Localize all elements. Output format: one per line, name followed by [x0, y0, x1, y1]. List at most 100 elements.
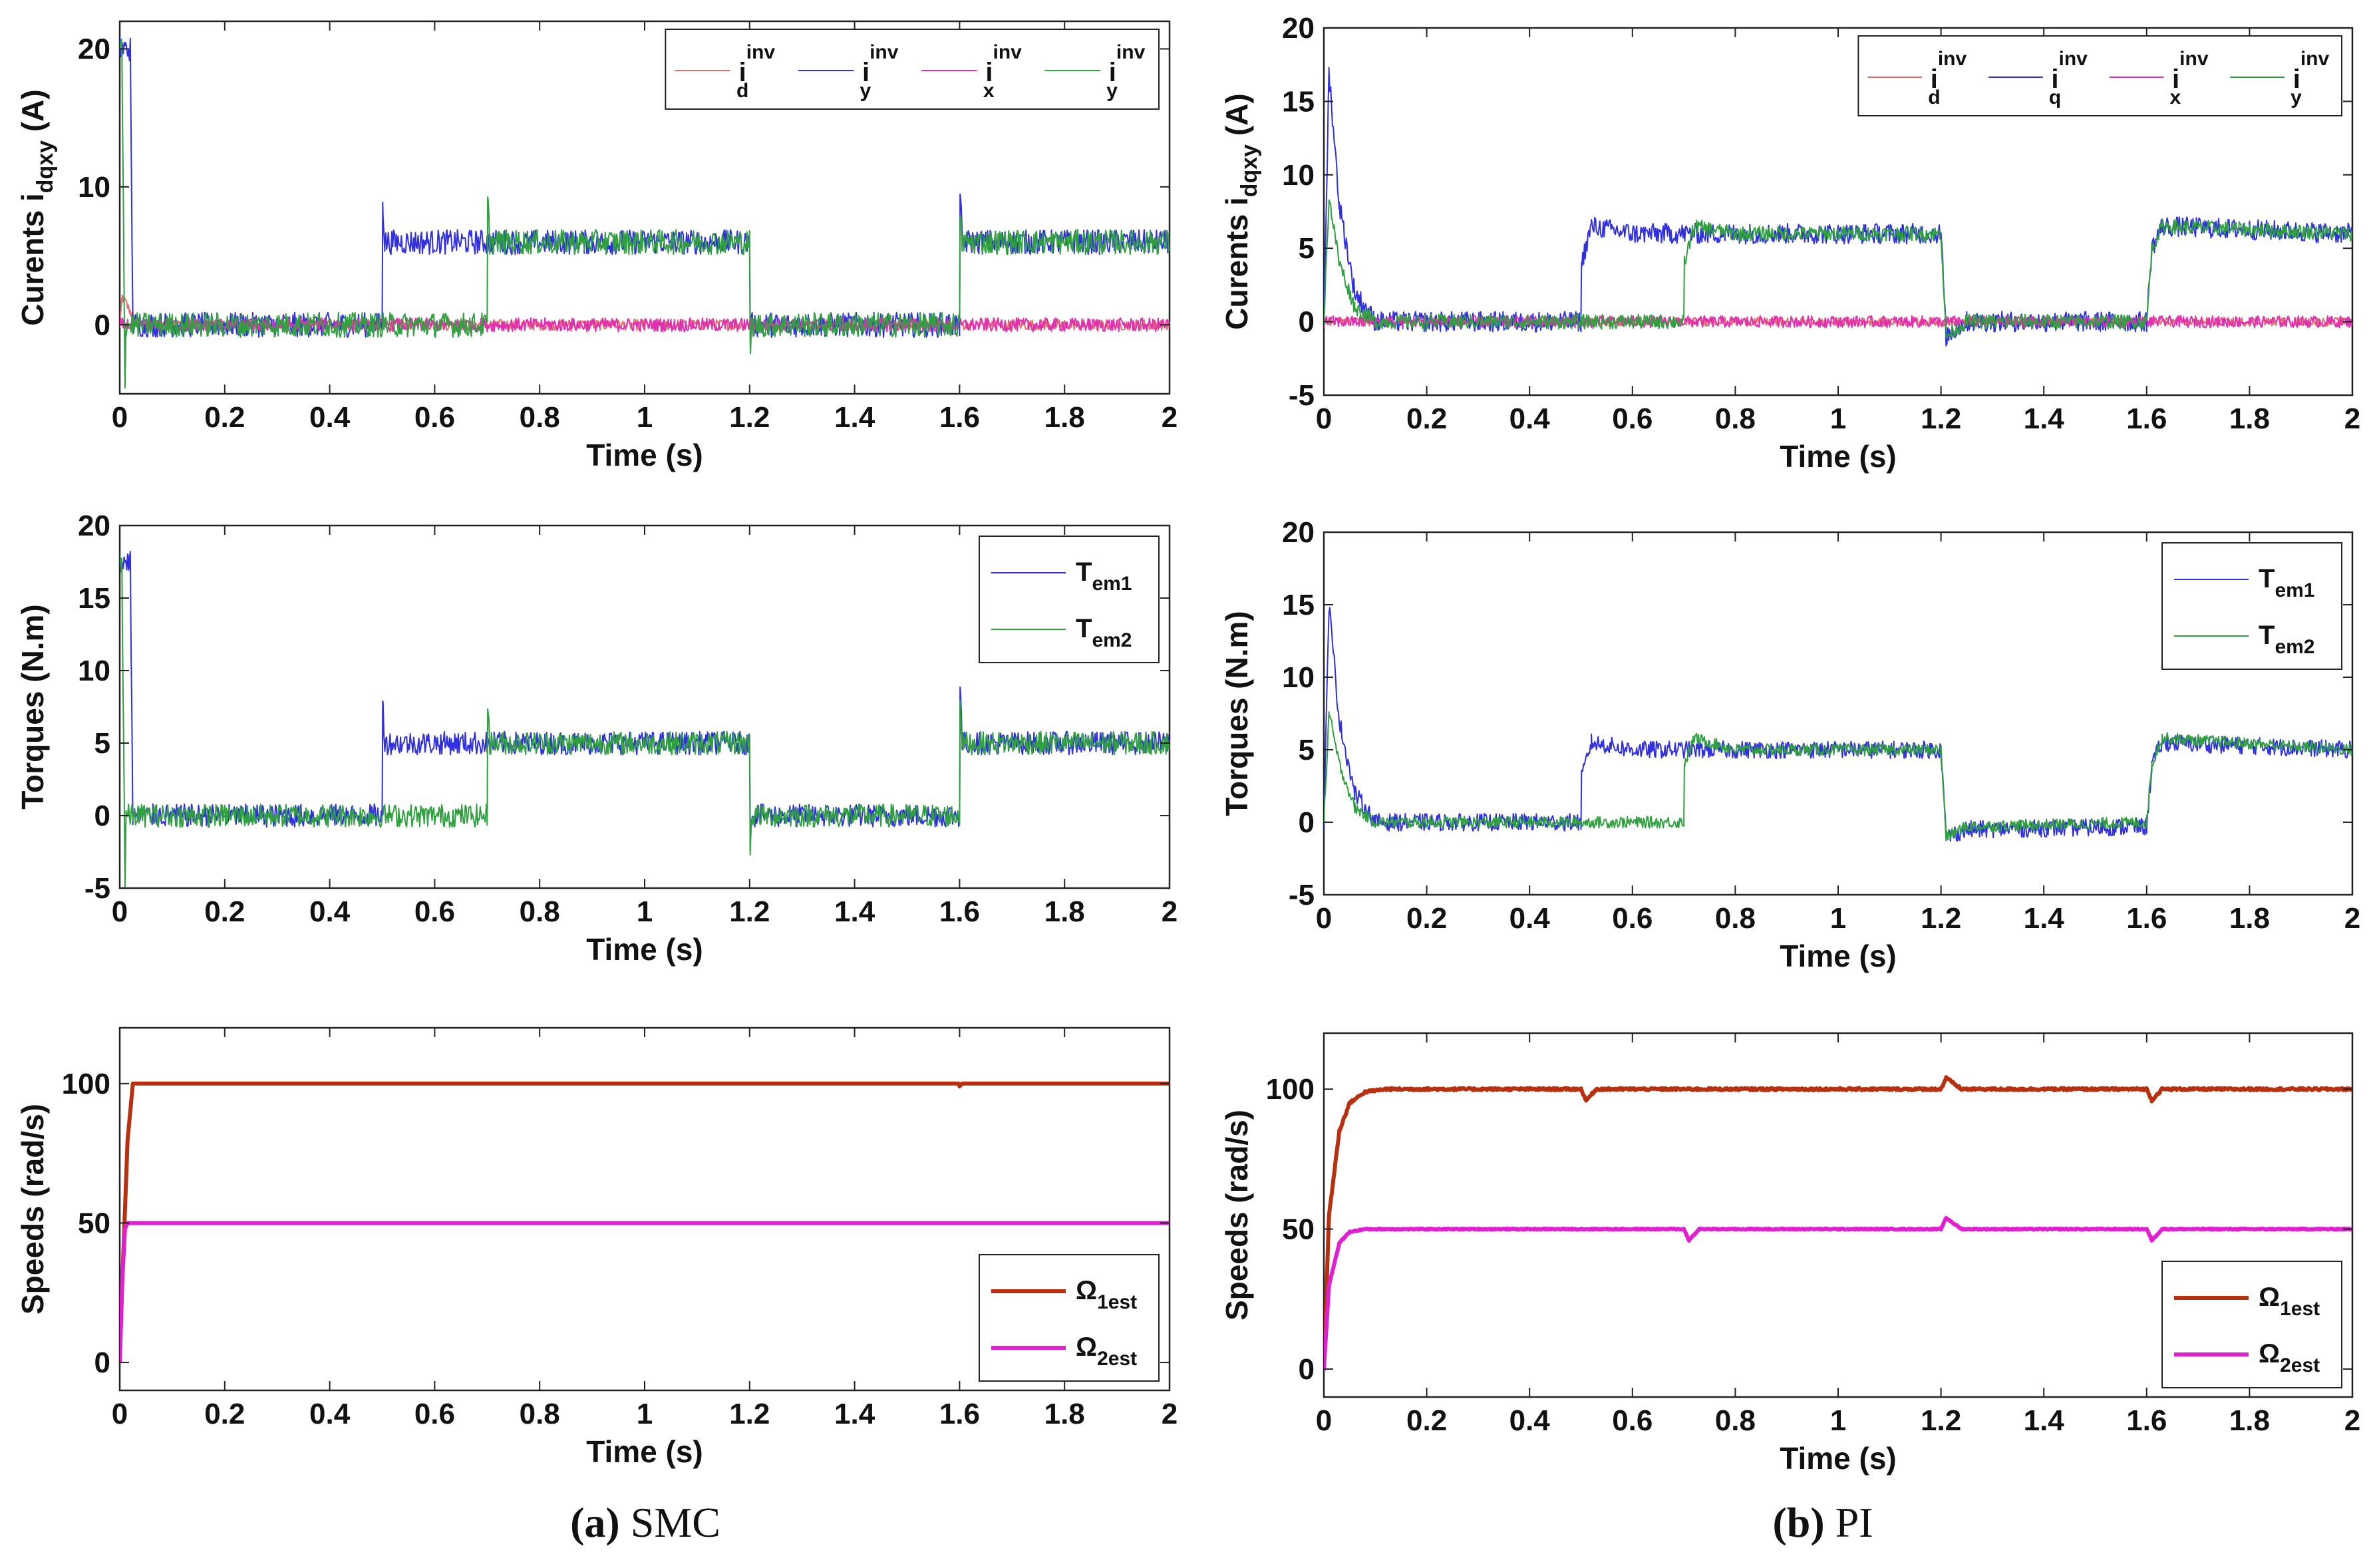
x-tick-label: 0.4 [309, 895, 351, 928]
legend-label: iinv q [2049, 48, 2088, 108]
x-axis-label: Time (s) [1780, 1441, 1897, 1476]
x-tick-label: 1.4 [834, 401, 875, 434]
legend-label-sub: y [860, 80, 871, 102]
x-axis-label: Time (s) [1780, 439, 1897, 474]
y-tick-label: 5 [1299, 232, 1315, 265]
legend-label: Tem1 [1076, 557, 1132, 595]
x-tick-label: 1.6 [939, 895, 980, 928]
y-axis-label-main: Curents i [1219, 197, 1254, 329]
y-tick-label: 20 [78, 33, 110, 65]
legend-box [2161, 1261, 2342, 1388]
legend-label-sub: x [2170, 86, 2181, 108]
caption-a: (a) SMC [570, 1499, 720, 1546]
x-tick-label: 1.4 [2024, 1404, 2065, 1437]
x-tick-label: 2 [1162, 1398, 1178, 1430]
caption-a-bold: (a) [570, 1499, 620, 1546]
y-tick-label: 10 [78, 171, 110, 204]
legend-label-main: i [862, 58, 869, 87]
x-tick-label: 1.8 [1044, 1398, 1085, 1430]
x-tick-label: 1.6 [939, 1398, 980, 1430]
y-tick-label: 15 [1282, 85, 1315, 118]
y-axis-label-main: Speeds (rad/s) [15, 1104, 50, 1315]
x-tick-label: 0 [112, 895, 128, 928]
legend-label-sup: inv [2059, 48, 2088, 70]
series-line-3 [1324, 199, 2352, 339]
y-tick-label: 20 [1282, 12, 1315, 45]
legend-label-sub: x [983, 80, 995, 102]
legend-label-main: i [985, 58, 993, 87]
x-tick-label: 1.6 [939, 401, 980, 434]
legend-label: iinv d [1928, 48, 1967, 108]
x-tick-label: 2 [2344, 902, 2360, 935]
x-tick-label: 0.6 [1612, 902, 1653, 935]
x-tick-label: 0 [112, 401, 128, 434]
y-tick-label: 0 [94, 1346, 110, 1379]
legend-label-main: T [1076, 614, 1092, 643]
y-tick-label: 0 [1299, 806, 1315, 839]
chart-b1: 0 0.2 0.4 0.6 0.8 1 1.2 1.4 1.6 1.8 2-505101520Tim… [1219, 12, 2360, 474]
legend-box [979, 1254, 1160, 1382]
y-axis-label-main: Curents i [15, 193, 50, 325]
y-tick-label: 10 [1282, 661, 1315, 694]
legend-label: iinv y [2291, 48, 2329, 108]
x-tick-label: 1.2 [729, 895, 770, 928]
legend-box [1857, 35, 2342, 116]
legend-label: Tem2 [1076, 614, 1132, 651]
x-tick-label: 1.4 [2024, 902, 2065, 935]
x-tick-label: 1 [1830, 402, 1846, 435]
series-group [1324, 607, 2352, 842]
caption-b: (b) PI [1772, 1499, 1873, 1546]
y-tick-label: 0 [94, 309, 110, 341]
y-axis-label-main: Torques (N.m) [1219, 611, 1254, 816]
y-axis-label-main: Torques (N.m) [15, 604, 50, 809]
x-tick-label: 0.2 [204, 1398, 245, 1430]
caption-a-text: SMC [620, 1499, 720, 1546]
series-line-0 [120, 1081, 1170, 1363]
y-axis-label: Torques (N.m) [15, 604, 50, 809]
x-tick-label: 1 [637, 895, 653, 928]
series-line-1 [120, 1221, 1170, 1363]
y-tick-label: 15 [78, 582, 110, 615]
y-tick-label: 100 [1266, 1073, 1315, 1106]
x-tick-label: 0.2 [204, 401, 245, 434]
x-tick-label: 2 [1162, 401, 1178, 434]
y-tick-label: 0 [94, 800, 110, 832]
legend-label-sub: 2est [1097, 1348, 1137, 1370]
y-tick-label: 100 [62, 1068, 110, 1100]
series-line-1 [1324, 1216, 2352, 1372]
chart-b3: 0 0.2 0.4 0.6 0.8 1 1.2 1.4 1.6 1.8 2 0 50 100 Time (s… [1219, 1032, 2360, 1476]
x-tick-label: 0.8 [1715, 902, 1756, 935]
x-tick-label: 0.6 [414, 401, 455, 434]
legend: Tem1 Tem2 [979, 536, 1160, 663]
legend-label-main: Ω [2259, 1283, 2280, 1312]
legend-label: iinv x [983, 41, 1022, 102]
y-axis-label: Torques (N.m) [1219, 611, 1254, 816]
x-tick-label: 0.2 [204, 895, 245, 928]
x-tick-label: 0.8 [520, 401, 560, 434]
x-axis-label: Time (s) [586, 932, 703, 967]
chart-a2: 0 0.2 0.4 0.6 0.8 1 1.2 1.4 1.6 1.8 2-505101520Tim… [15, 510, 1178, 967]
y-axis-label-sub: dqxy [33, 140, 58, 193]
legend-label: Ω1est [2259, 1283, 2320, 1320]
legend-box [2161, 542, 2342, 670]
y-axis-label-tail: (A) [1219, 93, 1254, 144]
legend-label-sub: em2 [2275, 636, 2314, 658]
legend-label-sup: inv [746, 41, 776, 63]
x-tick-label: 0.4 [1509, 1404, 1551, 1437]
legend: iinv d iinv q i inv x iinv y [1857, 35, 2342, 116]
caption-b-bold: (b) [1772, 1499, 1824, 1546]
legend-label-sub: d [736, 80, 748, 102]
x-tick-label: 1.6 [2126, 1404, 2167, 1437]
series-line-3 [120, 38, 1170, 389]
legend-label-main: T [2259, 564, 2275, 593]
x-tick-label: 2 [2344, 402, 2360, 435]
legend-label-sub: 2est [2280, 1354, 2320, 1376]
y-tick-label: 0 [1299, 306, 1315, 339]
x-tick-label: 0 [1316, 1404, 1332, 1437]
legend-label-sup: inv [2179, 48, 2209, 70]
x-axis-label: Time (s) [586, 438, 703, 472]
legend-label-main: i [1931, 65, 1938, 94]
y-tick-label: 20 [78, 510, 110, 542]
x-tick-label: 0.6 [1612, 1404, 1653, 1437]
